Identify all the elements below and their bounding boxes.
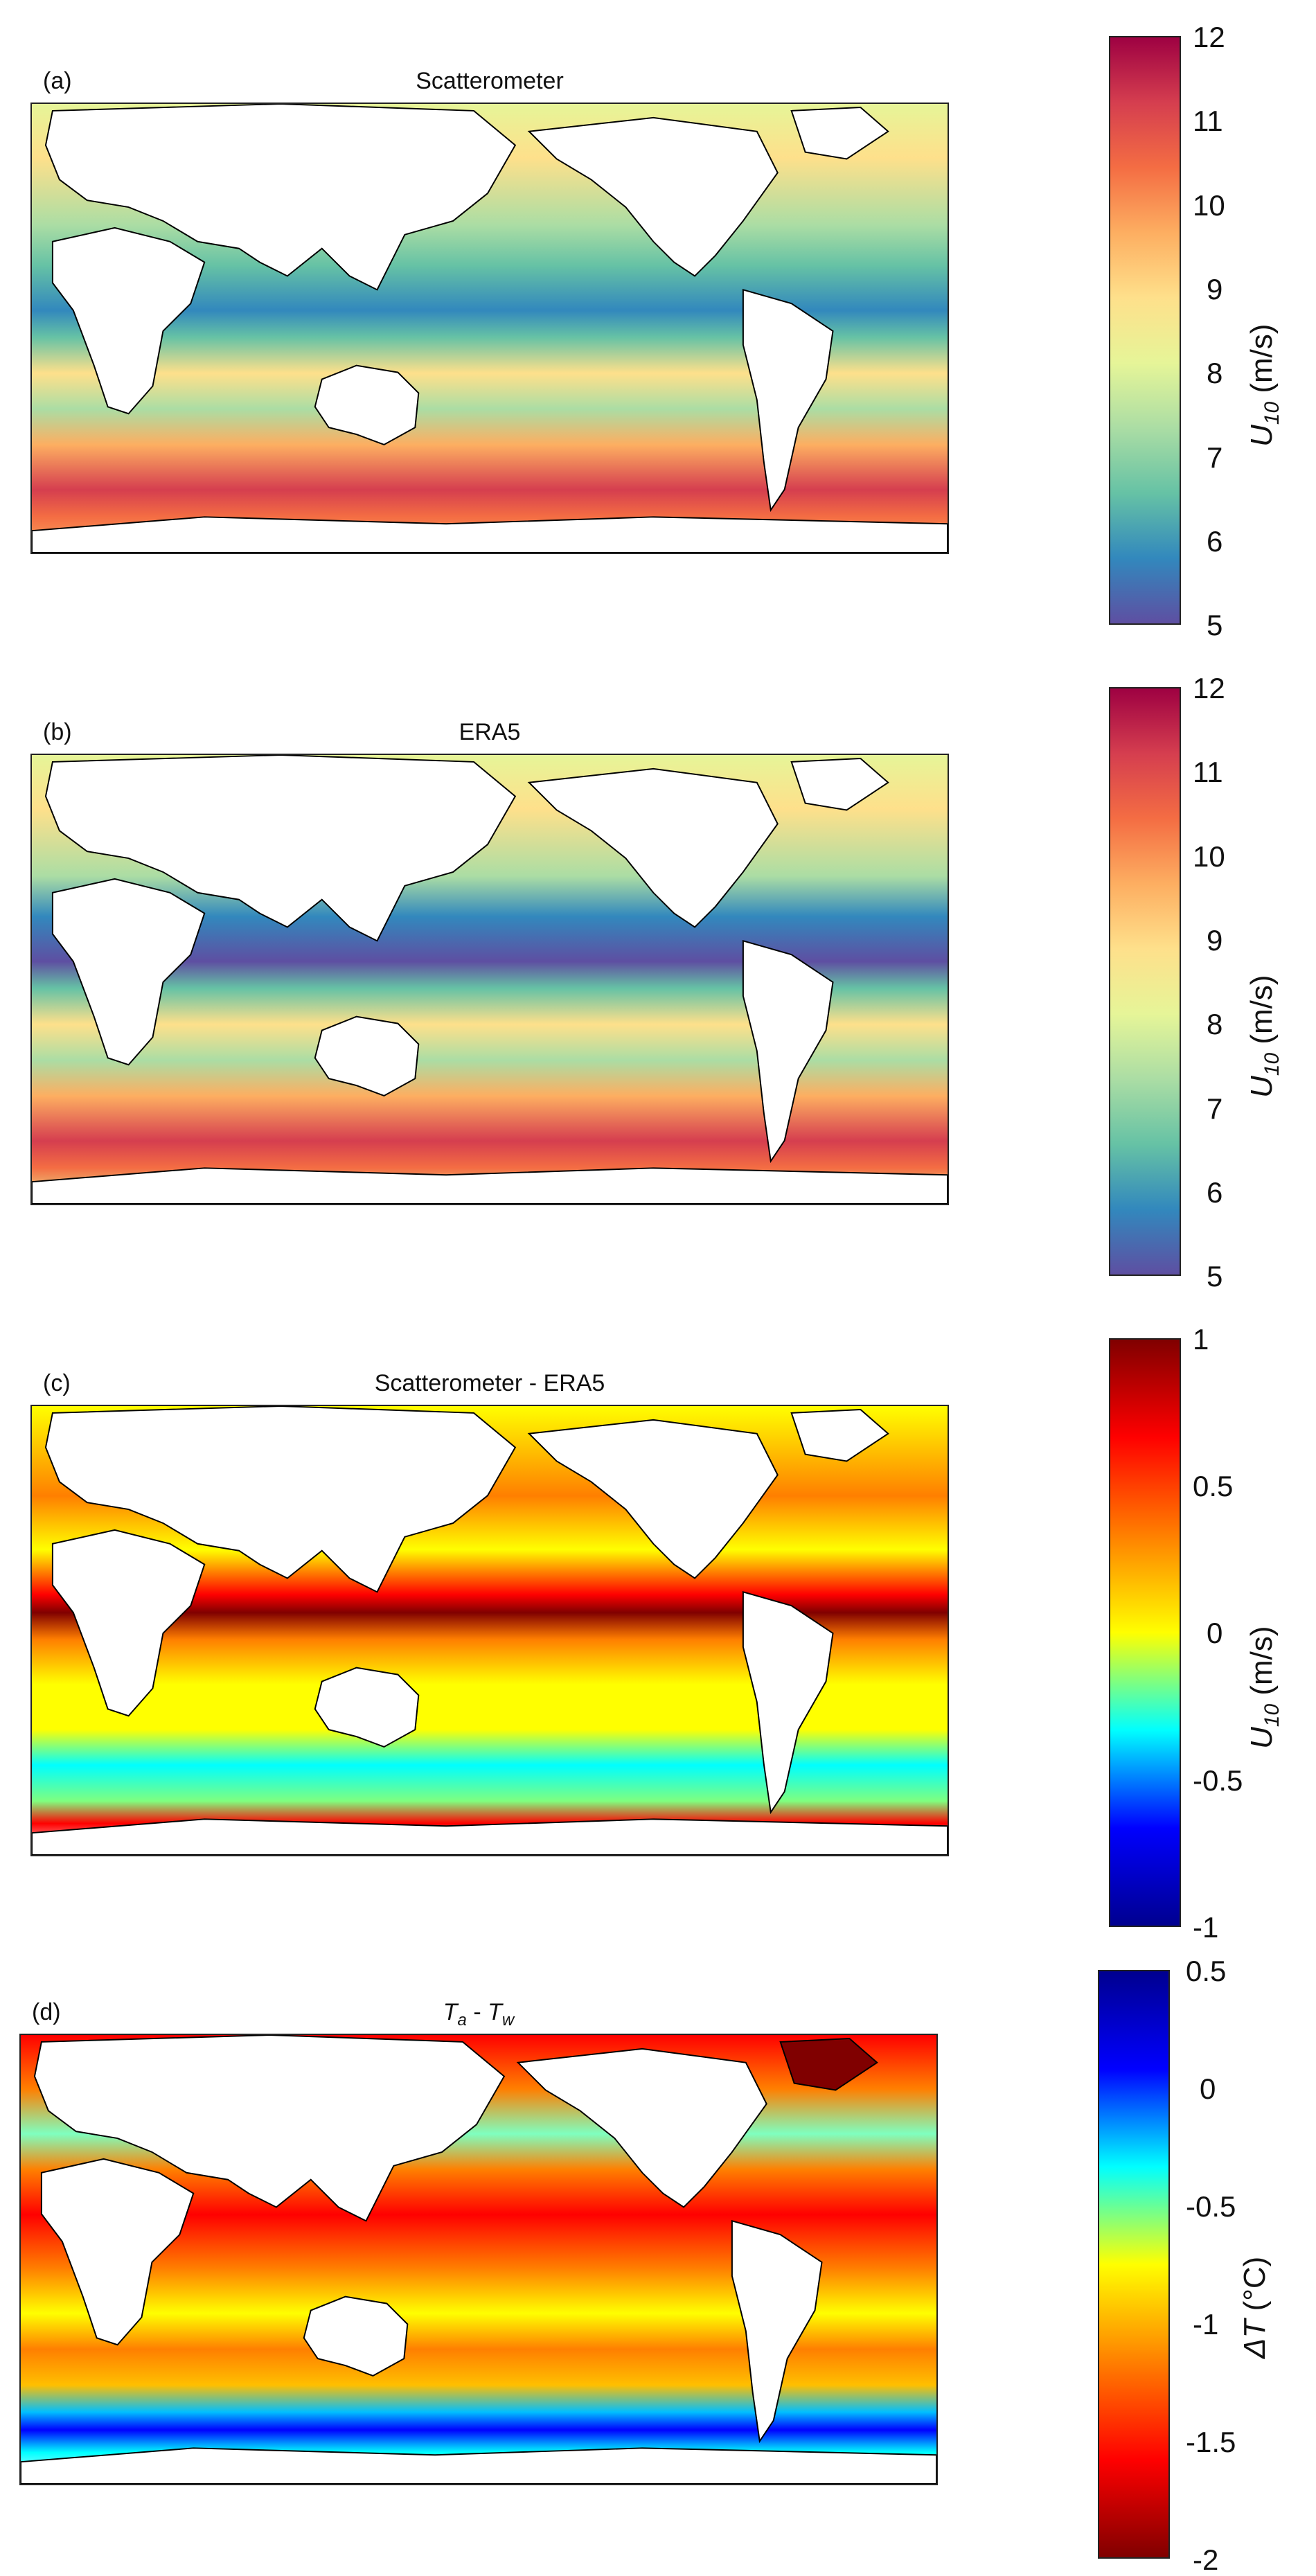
colorbar-tick-label: -0.5	[1186, 2190, 1236, 2223]
colorbar-tick-label: 0.5	[1186, 1955, 1227, 1987]
colorbar-tick-label: 11	[1193, 105, 1223, 137]
panel-title: Scatterometer - ERA5	[374, 1370, 605, 1396]
world-map	[30, 1405, 949, 1856]
colorbar-tick-label: -1.5	[1186, 2426, 1236, 2458]
colorbar	[1109, 36, 1181, 625]
colorbar-tick-label: 11	[1193, 756, 1223, 788]
panel-b: (b) ERA5	[0, 651, 1316, 1291]
colorbar-tick-label: 5	[1207, 609, 1223, 641]
panel-d: (d) Ta - Tw	[0, 1933, 1316, 2575]
colorbar-tick-label: -1	[1193, 1911, 1219, 1944]
colorbar	[1109, 1338, 1181, 1927]
colorbar-label: U10 (m/s)	[1245, 323, 1283, 447]
panel-letter: (c)	[43, 1370, 71, 1396]
colorbar-tick-label: -0.5	[1193, 1764, 1243, 1797]
colorbar-tick-label: 6	[1207, 1176, 1223, 1209]
colorbar-tick-label: 8	[1207, 1008, 1223, 1040]
colorbar-tick-label: 10	[1193, 189, 1225, 222]
colorbar-tick-label: 6	[1207, 525, 1223, 558]
air-sea-temperature-difference-field	[21, 2035, 936, 2484]
wind-speed-field	[32, 104, 948, 553]
panel-letter: (d)	[32, 1999, 61, 2025]
colorbar-tick-label: 5	[1207, 1260, 1223, 1293]
colorbar-tick-label: 7	[1207, 1092, 1223, 1125]
world-map	[30, 103, 949, 554]
colorbar-tick-label: 9	[1207, 924, 1223, 957]
colorbar-tick-label: 7	[1207, 441, 1223, 474]
colorbar-tick-label: 0	[1207, 1617, 1223, 1649]
world-map	[30, 754, 949, 1205]
wind-speed-field	[32, 755, 948, 1204]
panel-letter: (a)	[43, 68, 72, 94]
colorbar-tick-label: 9	[1207, 273, 1223, 305]
colorbar-tick-label: 12	[1193, 21, 1225, 53]
colorbar-label: U10 (m/s)	[1245, 975, 1283, 1098]
colorbar	[1109, 687, 1181, 1276]
colorbar-tick-label: 12	[1193, 672, 1225, 704]
colorbar-label: ΔT (°C)	[1238, 2256, 1272, 2359]
colorbar-tick-label: 0	[1200, 2072, 1216, 2105]
colorbar	[1098, 1970, 1170, 2559]
colorbar-tick-label: 8	[1207, 357, 1223, 389]
colorbar-tick-label: 0.5	[1193, 1470, 1234, 1502]
colorbar-tick-label: -1	[1193, 2308, 1219, 2340]
colorbar-tick-label: 10	[1193, 840, 1225, 873]
world-map	[19, 2034, 938, 2485]
panel-letter: (b)	[43, 719, 72, 745]
panel-c: (c) Scatterometer - ERA5	[0, 1302, 1316, 1944]
panel-title: Ta - Tw	[443, 1999, 515, 2029]
panel-a: (a) Scatterometer	[0, 0, 1316, 640]
colorbar-tick-label: 1	[1193, 1323, 1209, 1356]
panel-title: ERA5	[459, 719, 521, 745]
wind-speed-difference-field	[32, 1406, 948, 1855]
panel-title: Scatterometer	[416, 68, 564, 94]
colorbar-label: U10 (m/s)	[1245, 1626, 1283, 1749]
colorbar-tick-label: -2	[1193, 2543, 1219, 2576]
